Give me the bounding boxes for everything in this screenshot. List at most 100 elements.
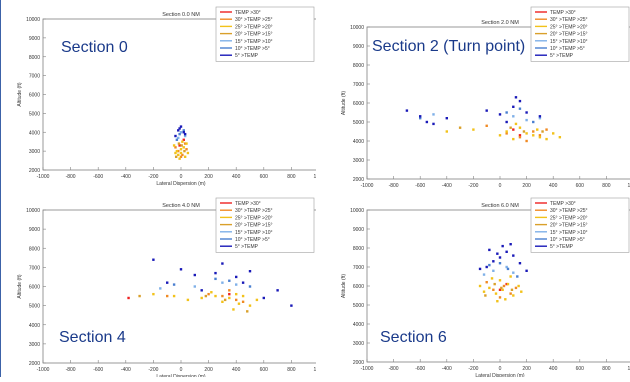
data-point bbox=[178, 132, 181, 136]
data-point bbox=[177, 149, 180, 153]
data-point bbox=[484, 294, 487, 297]
data-point bbox=[512, 254, 515, 257]
data-point bbox=[214, 271, 217, 275]
data-point bbox=[175, 138, 179, 141]
data-point bbox=[506, 282, 510, 286]
data-point bbox=[193, 285, 196, 288]
data-point bbox=[512, 294, 515, 297]
y-tick-label: 10000 bbox=[350, 208, 364, 214]
data-point bbox=[510, 288, 514, 291]
x-tick-label: -400 bbox=[442, 183, 452, 188]
data-point bbox=[235, 275, 238, 279]
x-tick-label: -1000 bbox=[361, 366, 374, 372]
data-point bbox=[127, 296, 130, 300]
data-point bbox=[518, 136, 522, 139]
x-tick-label: 800 bbox=[602, 366, 611, 372]
x-tick-label: 400 bbox=[232, 174, 241, 180]
data-point bbox=[183, 155, 187, 158]
data-point bbox=[182, 131, 185, 134]
data-point bbox=[182, 146, 185, 149]
x-tick-label: -200 bbox=[148, 174, 158, 180]
x-tick-label: -600 bbox=[93, 174, 103, 180]
data-point bbox=[538, 115, 542, 118]
data-point bbox=[172, 144, 176, 147]
data-point bbox=[193, 273, 196, 277]
data-point bbox=[179, 268, 183, 271]
legend: TEMP >30°30° >TEMP >25°25° >TEMP >20° 20°… bbox=[530, 197, 630, 253]
data-point bbox=[504, 298, 507, 301]
data-point bbox=[485, 265, 488, 269]
legend-label: 30° >TEMP >25° bbox=[550, 17, 588, 23]
data-point bbox=[538, 117, 542, 120]
data-point bbox=[512, 105, 515, 108]
data-point bbox=[518, 99, 522, 103]
y-tick-label: 8000 bbox=[29, 246, 40, 252]
x-tick-label: -800 bbox=[389, 183, 399, 188]
data-point bbox=[514, 286, 518, 290]
data-point bbox=[223, 298, 227, 302]
data-point bbox=[538, 134, 542, 137]
legend-label: 5° >TEMP bbox=[550, 53, 574, 59]
y-tick-label: 6000 bbox=[353, 284, 364, 290]
x-tick-label: 400 bbox=[549, 366, 558, 372]
data-point bbox=[174, 134, 177, 138]
x-tick-label: 800 bbox=[602, 183, 611, 188]
data-point bbox=[177, 142, 181, 145]
y-tick-label: 8000 bbox=[353, 63, 364, 69]
data-point bbox=[492, 260, 495, 263]
legend-label: TEMP >30° bbox=[550, 201, 576, 207]
data-point bbox=[494, 292, 498, 295]
data-point bbox=[419, 117, 422, 120]
y-axis-label: Altitude (ft) bbox=[17, 82, 23, 107]
legend-label: TEMP >30° bbox=[235, 10, 261, 16]
data-point bbox=[432, 113, 435, 116]
y-tick-label: 6000 bbox=[353, 101, 364, 107]
legend-label: 25° >TEMP >20° bbox=[235, 215, 273, 221]
data-point bbox=[159, 287, 162, 290]
x-tick-label: 0 bbox=[180, 174, 183, 180]
y-axis-label: Altitude (ft) bbox=[341, 91, 347, 116]
data-point bbox=[152, 292, 155, 296]
data-point bbox=[152, 258, 155, 261]
data-point bbox=[505, 132, 508, 135]
x-tick-label: 600 bbox=[260, 367, 269, 373]
data-point bbox=[177, 136, 180, 140]
x-tick-label: 400 bbox=[549, 183, 558, 188]
x-tick-label: 600 bbox=[576, 366, 585, 372]
y-tick-label: 10000 bbox=[26, 208, 40, 214]
data-point bbox=[492, 288, 495, 291]
data-point bbox=[248, 285, 252, 288]
legend: TEMP >30°30° >TEMP >25°25° >TEMP >20° 20°… bbox=[530, 6, 630, 62]
legend-label: 30° >TEMP >25° bbox=[235, 208, 273, 214]
data-point bbox=[207, 292, 210, 296]
data-point bbox=[478, 284, 482, 288]
data-point bbox=[501, 244, 504, 248]
x-tick-label: 1000 bbox=[627, 366, 630, 372]
data-point bbox=[498, 134, 502, 137]
y-tick-label: 5000 bbox=[353, 120, 364, 126]
y-tick-label: 7000 bbox=[29, 265, 40, 271]
data-point bbox=[246, 310, 249, 313]
data-point bbox=[181, 153, 184, 157]
data-point bbox=[485, 124, 488, 127]
data-point bbox=[179, 151, 183, 155]
data-point bbox=[180, 144, 183, 147]
data-point bbox=[182, 138, 185, 141]
x-tick-label: 600 bbox=[576, 183, 585, 188]
data-point bbox=[512, 271, 515, 274]
x-tick-label: 600 bbox=[260, 174, 269, 180]
data-point bbox=[235, 298, 238, 302]
data-point bbox=[505, 250, 508, 253]
legend-box bbox=[530, 197, 630, 253]
data-point bbox=[290, 304, 293, 307]
data-point bbox=[178, 127, 181, 130]
data-point bbox=[177, 129, 180, 132]
data-point bbox=[505, 265, 508, 269]
y-tick-label: 7000 bbox=[353, 265, 364, 271]
data-point bbox=[501, 288, 504, 291]
scatter-chart-section-4: -1000-800-600-400-2000200400600800100020… bbox=[1, 188, 325, 380]
x-tick-label: 0 bbox=[499, 183, 502, 188]
data-point bbox=[478, 267, 482, 271]
data-point bbox=[498, 288, 502, 291]
x-tick-label: -200 bbox=[468, 366, 478, 372]
